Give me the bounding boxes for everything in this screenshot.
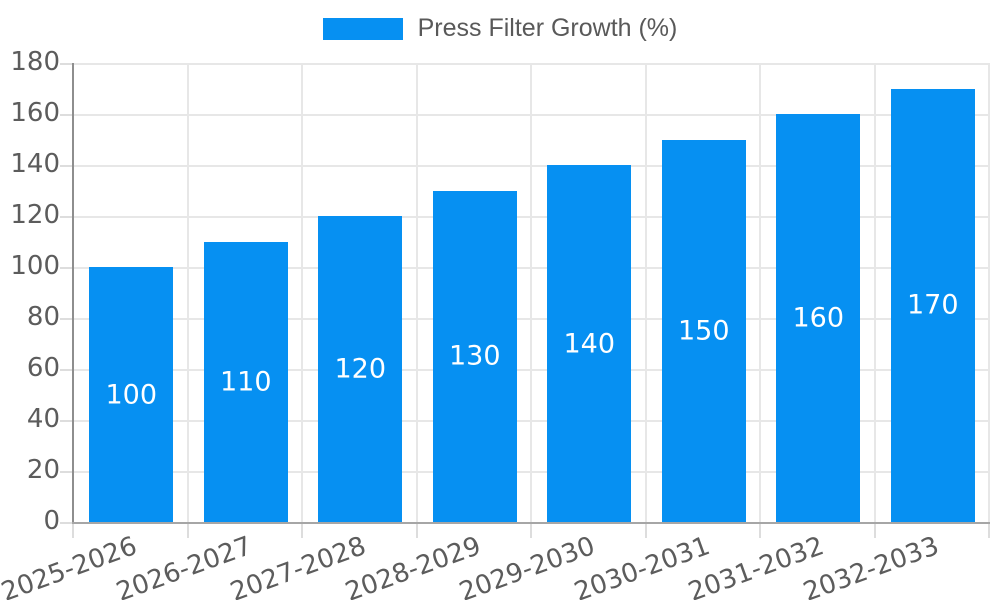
- y-tick-mark: [60, 165, 72, 167]
- gridline: [644, 63, 647, 522]
- x-tick-mark: [186, 524, 189, 538]
- y-axis-line: [72, 63, 74, 522]
- y-tick-label: 120: [10, 200, 60, 230]
- bar-value-label: 110: [219, 366, 272, 398]
- x-tick-mark: [759, 524, 761, 538]
- gridline: [301, 63, 303, 522]
- bar-value-label: 120: [334, 353, 387, 385]
- gridline: [74, 114, 990, 116]
- y-tick-label: 180: [10, 47, 60, 77]
- gridline: [415, 63, 418, 522]
- y-tick-mark: [60, 267, 72, 269]
- y-tick-mark: [60, 522, 72, 524]
- y-tick-mark: [60, 369, 72, 371]
- bar-value-label: 130: [448, 340, 501, 372]
- y-tick-label: 40: [26, 404, 60, 434]
- x-axis-line: [72, 522, 990, 524]
- gridline: [74, 165, 990, 167]
- bar-2031-2032: 160: [776, 114, 861, 522]
- gridline: [74, 318, 990, 320]
- x-tick-mark: [873, 524, 876, 538]
- y-tick-mark: [60, 471, 72, 473]
- x-tick-mark: [72, 524, 74, 538]
- bar-2032-2033: 170: [890, 88, 975, 522]
- gridline: [988, 63, 990, 522]
- x-tick-mark: [530, 524, 532, 538]
- bar-value-label: 150: [677, 315, 730, 347]
- y-tick-label: 140: [10, 149, 60, 179]
- y-tick-mark: [60, 63, 72, 65]
- bar-2028-2029: 130: [432, 190, 517, 522]
- bar-2030-2031: 150: [661, 139, 746, 522]
- bar-2029-2030: 140: [547, 165, 632, 522]
- x-tick-mark: [301, 524, 303, 538]
- y-tick-mark: [60, 114, 72, 116]
- y-tick-mark: [60, 318, 72, 320]
- y-tick-label: 60: [26, 353, 60, 383]
- y-tick-label: 0: [43, 506, 60, 536]
- gridline: [530, 63, 532, 522]
- bar-2027-2028: 120: [318, 216, 403, 522]
- legend-label[interactable]: Press Filter Growth (%): [417, 14, 678, 42]
- bar-value-label: 140: [563, 328, 616, 359]
- y-tick-label: 80: [26, 302, 60, 332]
- y-tick-label: 160: [10, 98, 60, 128]
- x-tick-mark: [988, 524, 990, 538]
- bar-value-label: 170: [906, 289, 959, 321]
- gridline: [74, 63, 990, 65]
- bar-value-label: 160: [792, 302, 845, 334]
- gridline: [186, 63, 189, 522]
- gridline: [74, 471, 990, 473]
- gridline: [74, 216, 990, 218]
- legend-swatch[interactable]: [322, 17, 403, 40]
- y-tick-label: 100: [10, 251, 60, 281]
- plot-area: 100 110 120 130 140 150 160 170: [60, 63, 990, 538]
- gridline: [759, 63, 761, 522]
- y-tick-mark: [60, 420, 72, 422]
- gridline: [74, 420, 990, 422]
- x-tick-mark: [644, 524, 647, 538]
- bar-2026-2027: 110: [203, 241, 288, 522]
- y-tick-label: 20: [26, 455, 60, 485]
- x-tick-mark: [415, 524, 418, 538]
- bar-2025-2026: 100: [89, 267, 174, 522]
- y-tick-mark: [60, 216, 72, 218]
- bar-value-label: 100: [105, 379, 158, 410]
- gridline: [74, 369, 990, 371]
- gridline: [873, 63, 876, 522]
- gridline: [74, 267, 990, 269]
- chart-legend: Press Filter Growth (%): [0, 14, 1000, 43]
